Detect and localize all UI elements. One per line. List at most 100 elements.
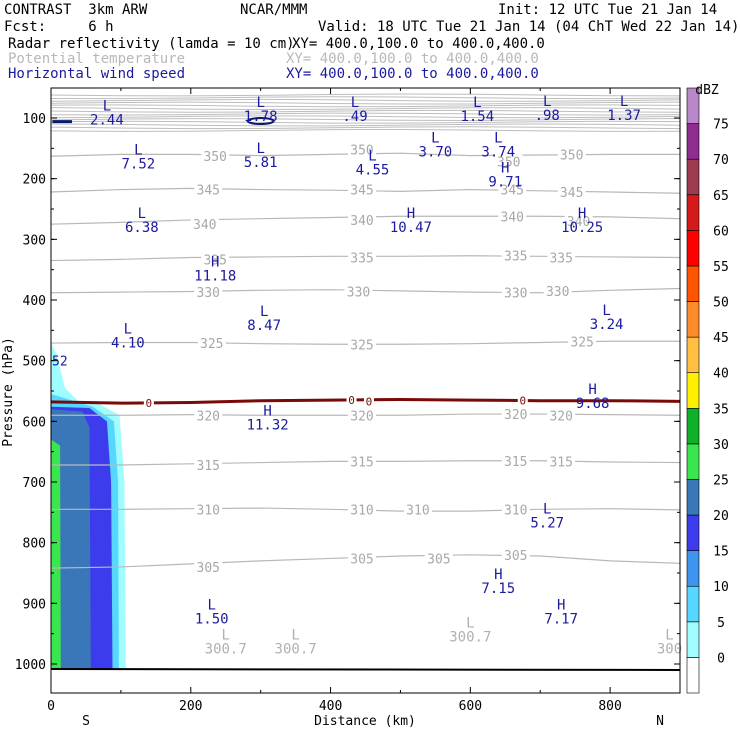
extremum-kind: L [431,130,439,146]
extremum-kind: L [291,628,299,644]
theta-label-bg [348,408,377,423]
y-tick-label: 900 [23,597,46,612]
theta-label-bg [547,408,576,423]
extremum-value: 10.47 [390,220,432,236]
theta-label: 340 [193,218,216,233]
extremum-value: .98 [535,108,560,124]
ground-line [50,668,681,671]
header-init: Init: 12 UTC Tue 21 Jan 14 [498,2,718,18]
extremum-kind: L [473,95,481,111]
theta-label-bg [348,182,377,197]
extremum-kind: L [543,502,551,518]
extremum-value: 3.24 [590,317,624,333]
colorbar-level: 25 [713,473,729,488]
theta-label: 350 [350,144,373,159]
theta-label-bg [190,217,219,232]
theta-label: 315 [350,455,373,470]
north-end-label: N [656,714,664,729]
theta-label-bg [498,182,527,197]
theta-label-bg [501,502,530,517]
extremum-value: 7.17 [544,611,578,627]
extremum-value: 300.7 [275,642,317,658]
theta-label-bg [194,285,223,300]
extremum-kind: L [368,148,376,164]
colorbar-swatch [686,585,700,623]
upper-theta-line [50,98,681,102]
extremum-value: 4.55 [356,162,390,178]
extremum-kind: H [494,567,502,583]
upper-theta-line [50,109,681,113]
extremum-kind: L [620,94,628,110]
reflectivity-25dbz [51,409,91,669]
theta-label: 340 [567,215,590,230]
theta-label: 305 [350,552,373,567]
extremum-kind: H [211,255,219,271]
y-axis-label: Pressure (hPa) [1,337,16,447]
theta-label: 345 [560,186,583,201]
theta-label: 340 [350,214,373,229]
theta-label-bg [348,250,377,265]
extremum-value: 3.70 [419,144,453,160]
x-tick-label: 600 [459,699,482,714]
y-tick-label: 200 [23,173,46,188]
upper-theta-line [50,101,681,105]
colorbar-swatch [686,158,700,196]
upper-theta-line [50,104,681,108]
upper-theta-line [50,123,681,127]
theta-label-bg [197,336,226,351]
x-tick-label: 400 [319,699,342,714]
theta-label-bg [348,454,377,469]
theta-label: 305 [197,561,220,576]
extremum-kind: L [260,304,268,320]
theta-label: 305 [504,549,527,564]
extremum-value: 8.47 [247,318,281,334]
theta-label-bg [194,182,223,197]
reflectivity-shading: 52 [51,342,126,669]
colorbar-unit: dBZ [695,83,719,98]
extremum-value: 1.37 [607,108,641,124]
theta-label-bg [348,337,377,352]
theta-label-bg [494,154,523,169]
upper-theta-line [50,93,681,97]
colorbar-level: 40 [713,367,729,382]
upper-theta-line [50,115,681,119]
axes: 100 200 300 400 500 600 700 800 900 1000 0 200 400 60… [15,88,680,714]
theta-label: 345 [197,184,220,199]
zero-marker: 0 [348,394,355,407]
theta-label-bg [348,502,377,517]
south-end-label: S [82,714,90,729]
upper-theta-line [50,107,681,111]
theta-label-bg [348,212,377,227]
colorbar-swatch [686,479,700,516]
x-tick-label: 0 [47,699,55,714]
extremum-value: 4.10 [111,335,145,351]
extremum-kind: L [665,628,673,644]
extremum-value: 6.38 [125,220,159,236]
theta-label: 345 [350,184,373,199]
colorbar-level: 35 [713,402,729,417]
colorbar-level: 5 [717,616,725,631]
extremum-kind: L [256,95,264,111]
theta-label-bg [501,285,530,300]
extremum-kind: H [263,403,271,419]
field-reflectivity-name: Radar reflectivity (lamda = 10 cm) [8,36,295,52]
colorbar-level: 65 [713,189,729,204]
extremum-kind: H [588,382,596,398]
extremum-value: 1.78 [244,109,278,125]
upper-theta-bundle [50,93,681,132]
theta-label: 320 [350,409,373,424]
theta-label: 330 [197,286,220,301]
y-tick-label: 1000 [15,658,46,673]
theta-label: 350 [560,148,583,163]
extremum-kind: H [407,206,415,222]
field-theta-xy: XY= 400.0,100.0 to 400.0,400.0 [286,51,539,67]
upper-theta-line [50,112,681,116]
extremum-kind: L [256,141,264,157]
x-axis-label: Distance (km) [314,714,416,729]
theta-label-bg [194,559,223,574]
theta-label: 310 [504,503,527,518]
extremum-kind: L [222,628,230,644]
field-wind-xy: XY= 400.0,100.0 to 400.0,400.0 [286,66,539,82]
colorbar-level: 0 [717,651,725,666]
